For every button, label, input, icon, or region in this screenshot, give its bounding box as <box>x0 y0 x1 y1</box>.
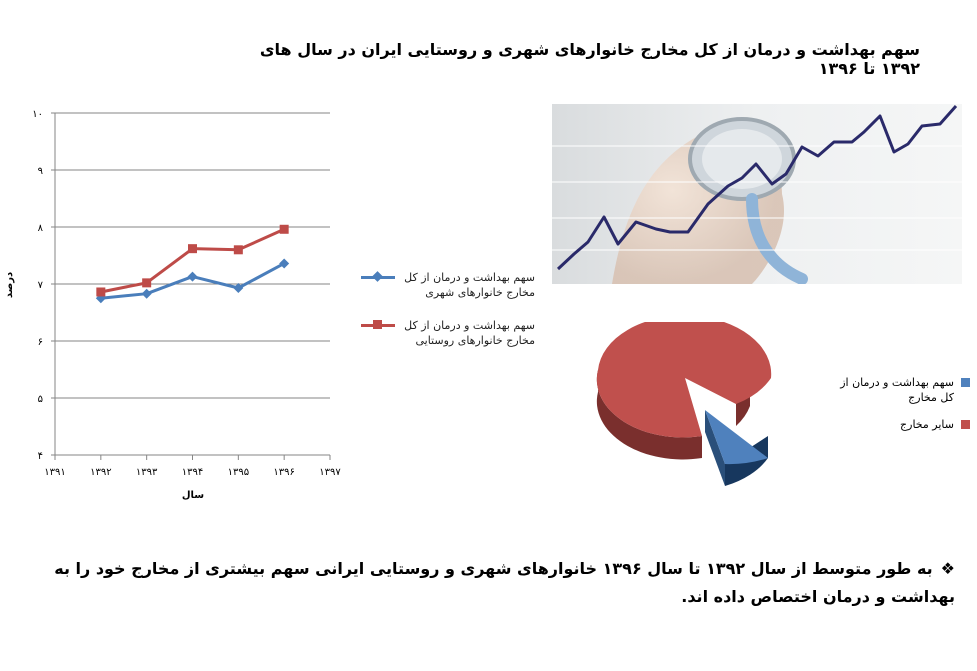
summary-bullet: ❖به طور متوسط از سال ۱۳۹۲ تا سال ۱۳۹۶ خا… <box>20 555 955 611</box>
stethoscope-trend-photo <box>552 104 962 284</box>
pie-slice-health <box>705 410 768 465</box>
y-tick-label: ۶ <box>38 337 43 348</box>
x-axis-label: سال <box>182 490 204 501</box>
data-point <box>187 271 198 282</box>
pie-chart-legend: سهم بهداشت و درمان از کل مخارج سایر مخار… <box>825 375 970 444</box>
pie-legend-item-health: سهم بهداشت و درمان از کل مخارج <box>825 375 970 405</box>
pie-chart <box>596 322 772 486</box>
data-point <box>279 224 289 234</box>
legend-label-urban: سهم بهداشت و درمان از کل مخارج خانوارهای… <box>404 271 535 299</box>
y-tick-label: ۷ <box>38 280 44 291</box>
summary-text: به طور متوسط از سال ۱۳۹۲ تا سال ۱۳۹۶ خان… <box>54 559 955 606</box>
line-chart: ۴ ۵ ۶ ۷ ۸ ۹ ۱۰ ۱۳۹۱ ۱۳۹۲ ۱۳۹۳ ۱۳۹۴ ۱۳۹۵ ۱۳۹۶ ۱۳۹۷ سا… <box>4 109 341 501</box>
legend-label-rural: سهم بهداشت و درمان از کل مخارج خانوارهای… <box>404 319 535 347</box>
diamond-bullet-icon: ❖ <box>940 559 955 578</box>
legend-key-urban <box>361 270 395 284</box>
chart-series <box>95 224 290 304</box>
pie-legend-label-other: سایر مخارج <box>900 418 954 431</box>
legend-key-rural <box>361 318 395 332</box>
x-tick-label: ۱۳۹۱ <box>44 467 65 478</box>
legend-item-rural: سهم بهداشت و درمان از کل مخارج خانوارهای… <box>355 318 535 348</box>
x-tick-label: ۱۳۹۲ <box>90 467 111 478</box>
y-axis-label: درصد <box>4 272 15 298</box>
data-point <box>142 278 152 288</box>
data-point <box>233 282 244 293</box>
y-tick-label: ۴ <box>38 451 43 462</box>
pie-slice-other <box>596 322 772 438</box>
slide-title: سهم بهداشت و درمان از کل مخارج خانوارهای… <box>259 40 920 78</box>
y-tick-labels: ۴ ۵ ۶ ۷ ۸ ۹ ۱۰ <box>32 109 43 462</box>
x-tick-labels: ۱۳۹۱ ۱۳۹۲ ۱۳۹۳ ۱۳۹۴ ۱۳۹۵ ۱۳۹۶ ۱۳۹۷ <box>44 467 341 478</box>
y-tick-label: ۸ <box>38 223 44 234</box>
pie-slice-other-side <box>596 370 702 460</box>
legend-item-urban: سهم بهداشت و درمان از کل مخارج خانوارهای… <box>355 270 535 300</box>
x-tick-label: ۱۳۹۷ <box>319 467 341 478</box>
data-point <box>233 245 243 255</box>
pie-legend-label-health: سهم بهداشت و درمان از کل مخارج <box>840 376 954 404</box>
data-point <box>96 287 106 297</box>
pie-slice-health-inner <box>705 410 725 486</box>
x-tick-label: ۱۳۹۵ <box>228 467 249 478</box>
y-tick-label: ۹ <box>38 166 43 177</box>
x-tick-label: ۱۳۹۴ <box>182 467 203 478</box>
x-tick-label: ۱۳۹۳ <box>136 467 158 478</box>
series-line-1 <box>100 227 285 294</box>
y-tick-label: ۱۰ <box>32 109 43 120</box>
data-point <box>279 258 290 269</box>
chart-axes <box>51 112 331 460</box>
pie-legend-item-other: سایر مخارج <box>825 417 970 432</box>
data-point <box>188 244 197 254</box>
data-point <box>141 288 152 299</box>
chart-gridlines <box>55 112 330 456</box>
x-tick-label: ۱۳۹۶ <box>273 467 294 478</box>
y-tick-label: ۵ <box>38 394 43 405</box>
